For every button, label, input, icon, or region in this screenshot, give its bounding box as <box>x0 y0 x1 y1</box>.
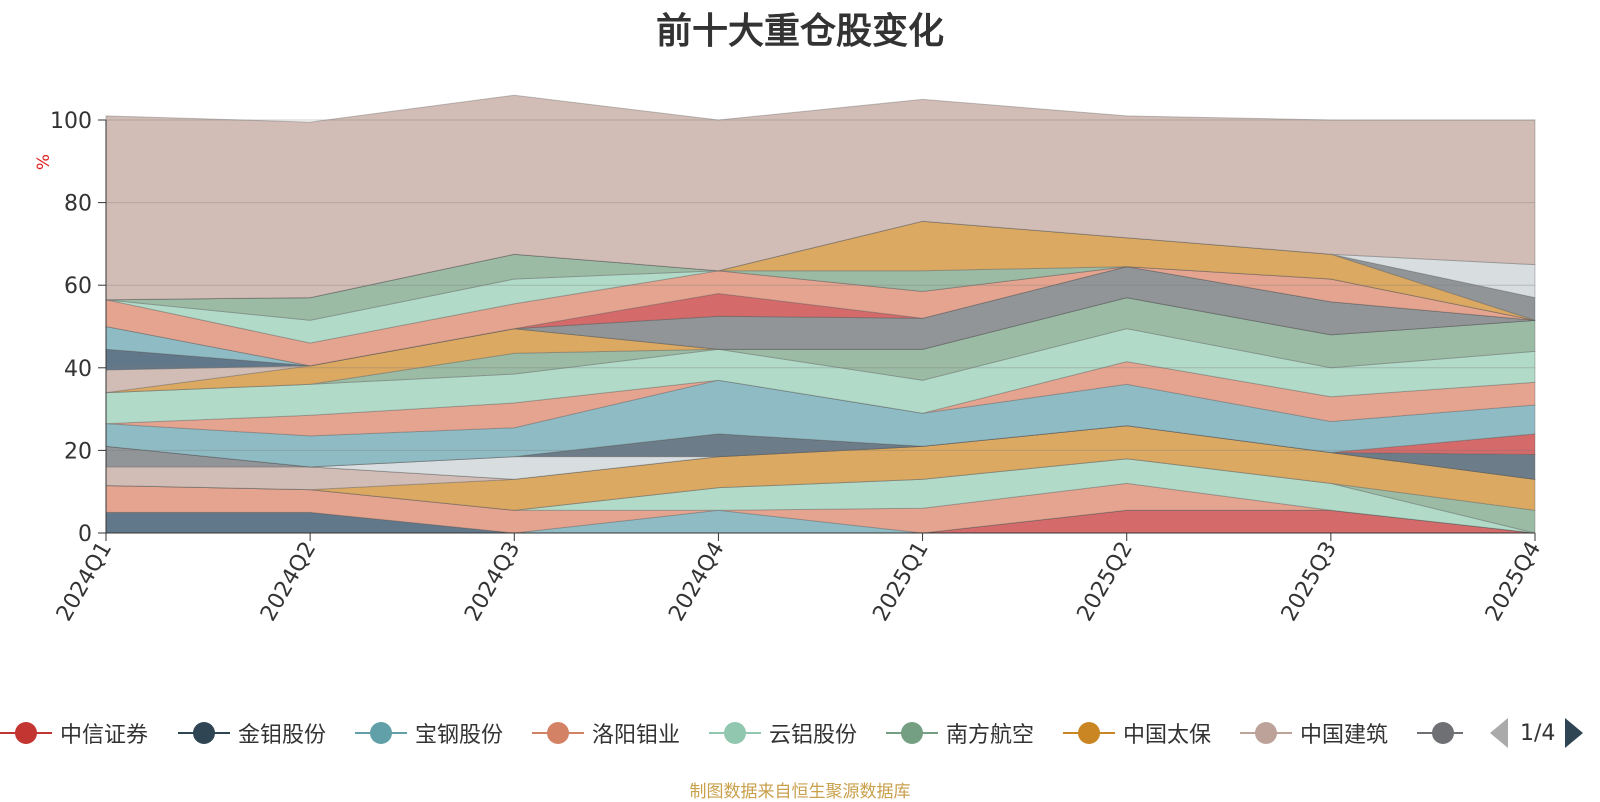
area-series-7 <box>105 425 1536 491</box>
y-axis-label: % <box>34 154 54 170</box>
legend-item[interactable]: 中国建筑 <box>1240 715 1388 751</box>
area-series-27 <box>105 220 1536 301</box>
area-series-26 <box>105 220 1536 321</box>
legend-label: 洛阳钼业 <box>592 723 681 748</box>
legend-item[interactable]: 中国太保 <box>1063 715 1211 751</box>
legend: 中信证券 金钼股份 宝钢股份 洛阳钼业 云铝股份 南方航空 中国太保 中国建筑 神火股份 <box>0 715 1463 751</box>
legend-marker-icon <box>0 715 52 751</box>
legend-item[interactable]: 宝钢股份 <box>355 715 503 751</box>
y-tick-label: 80 <box>64 192 92 217</box>
x-tick-label: 2024Q3 <box>460 538 525 626</box>
legend-label: 宝钢股份 <box>415 723 504 748</box>
legend-marker-icon <box>178 715 230 751</box>
legend-marker-icon <box>709 715 761 751</box>
legend-item[interactable]: 洛阳钼业 <box>532 715 680 751</box>
data-source-note: 制图数据来自恒生聚源数据库 <box>689 782 911 802</box>
area-series-8 <box>105 425 1536 480</box>
y-tick-label: 20 <box>64 439 92 464</box>
legend-label: 中国太保 <box>1123 723 1212 748</box>
x-tick-label: 2025Q3 <box>1277 538 1342 626</box>
area-series-5 <box>105 458 1536 534</box>
legend-label: 中国建筑 <box>1300 723 1389 748</box>
chart-plot: 0 20 40 60 80 100% 2024Q1 2024Q2 2024Q3 2024Q4 202… <box>34 94 1546 626</box>
legend-marker-icon <box>532 715 584 751</box>
legend-label: 金钼股份 <box>238 723 327 748</box>
y-tick-label: 60 <box>64 274 92 299</box>
x-tick-label: 2024Q4 <box>664 538 729 626</box>
legend-marker-icon <box>1240 715 1292 751</box>
legend-item[interactable]: 金钼股份 <box>178 715 326 751</box>
legend-marker-icon <box>355 715 407 751</box>
legend-item[interactable]: 云铝股份 <box>709 715 857 751</box>
legend-label: 南方航空 <box>946 723 1035 748</box>
area-series-6 <box>105 425 1536 511</box>
legend-marker-icon <box>1063 715 1115 751</box>
x-tick-label: 2025Q2 <box>1073 538 1138 626</box>
y-tick-label: 0 <box>78 522 92 547</box>
legend-prev-page-icon[interactable] <box>1490 718 1508 748</box>
legend-next-page-icon[interactable] <box>1565 718 1584 748</box>
y-tick-label: 100 <box>50 109 92 134</box>
area-series-28 <box>105 94 1536 301</box>
x-tick-label: 2024Q2 <box>256 538 321 626</box>
legend-item[interactable]: 南方航空 <box>886 715 1034 751</box>
legend-page-indicator: 1/4 <box>1520 720 1556 746</box>
chart-title: 前十大重仓股变化 <box>655 11 944 52</box>
legend-marker-icon <box>1417 715 1463 751</box>
legend-pager: 1/4 <box>1490 715 1584 751</box>
legend-marker-icon <box>886 715 938 751</box>
legend-item[interactable]: 神火股份 <box>1417 715 1463 751</box>
x-tick-label: 2025Q1 <box>868 538 933 626</box>
legend-label: 中信证券 <box>60 723 149 748</box>
x-tick-label: 2024Q1 <box>52 538 117 626</box>
y-tick-label: 40 <box>64 357 92 382</box>
legend-item[interactable]: 中信证券 <box>0 715 148 751</box>
x-tick-label: 2025Q4 <box>1481 538 1546 626</box>
legend-label: 云铝股份 <box>769 723 858 748</box>
